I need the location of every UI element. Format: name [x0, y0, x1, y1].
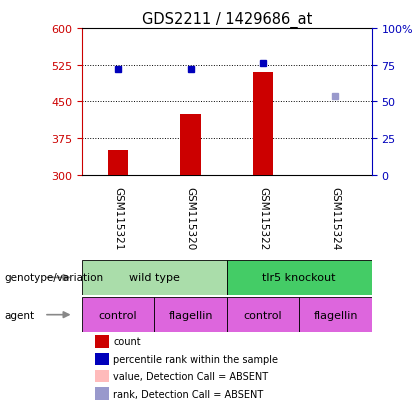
Text: count: count	[113, 337, 141, 347]
Text: flagellin: flagellin	[168, 310, 213, 320]
Text: percentile rank within the sample: percentile rank within the sample	[113, 354, 278, 364]
Bar	[108, 151, 128, 176]
Title: GDS2211 / 1429686_at: GDS2211 / 1429686_at	[142, 12, 312, 28]
Text: GSM115321: GSM115321	[113, 186, 123, 249]
Text: rank, Detection Call = ABSENT: rank, Detection Call = ABSENT	[113, 389, 264, 399]
Bar	[155, 297, 227, 332]
Text: tlr5 knockout: tlr5 knockout	[262, 273, 336, 283]
Text: genotype/variation: genotype/variation	[4, 273, 103, 283]
Text: GSM115320: GSM115320	[186, 186, 196, 249]
Bar	[82, 297, 155, 332]
Text: GSM115322: GSM115322	[258, 186, 268, 249]
Bar	[227, 260, 372, 295]
Bar	[82, 260, 227, 295]
Text: wild type: wild type	[129, 273, 180, 283]
Text: value, Detection Call = ABSENT: value, Detection Call = ABSENT	[113, 371, 268, 381]
Bar	[181, 114, 201, 176]
Bar	[253, 73, 273, 176]
Text: control: control	[244, 310, 282, 320]
Text: GSM115324: GSM115324	[331, 186, 341, 249]
Text: control: control	[99, 310, 137, 320]
Text: flagellin: flagellin	[313, 310, 358, 320]
Bar	[227, 297, 299, 332]
Bar	[299, 297, 372, 332]
Text: agent: agent	[4, 310, 34, 320]
